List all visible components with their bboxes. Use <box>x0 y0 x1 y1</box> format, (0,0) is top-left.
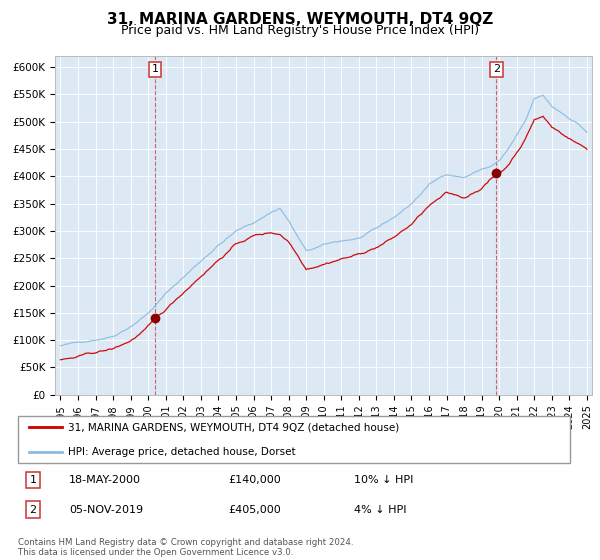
Text: HPI: Average price, detached house, Dorset: HPI: Average price, detached house, Dors… <box>68 447 296 457</box>
Text: 31, MARINA GARDENS, WEYMOUTH, DT4 9QZ: 31, MARINA GARDENS, WEYMOUTH, DT4 9QZ <box>107 12 493 27</box>
FancyBboxPatch shape <box>18 416 570 463</box>
Text: 4% ↓ HPI: 4% ↓ HPI <box>354 505 407 515</box>
Text: 10% ↓ HPI: 10% ↓ HPI <box>354 475 413 485</box>
Text: Price paid vs. HM Land Registry's House Price Index (HPI): Price paid vs. HM Land Registry's House … <box>121 24 479 37</box>
Text: 05-NOV-2019: 05-NOV-2019 <box>69 505 143 515</box>
Text: Contains HM Land Registry data © Crown copyright and database right 2024.
This d: Contains HM Land Registry data © Crown c… <box>18 538 353 557</box>
Text: 31, MARINA GARDENS, WEYMOUTH, DT4 9QZ (detached house): 31, MARINA GARDENS, WEYMOUTH, DT4 9QZ (d… <box>68 422 399 432</box>
Text: 2: 2 <box>493 64 500 74</box>
Text: £140,000: £140,000 <box>228 475 281 485</box>
Text: 18-MAY-2000: 18-MAY-2000 <box>69 475 141 485</box>
Text: 1: 1 <box>151 64 158 74</box>
Text: £405,000: £405,000 <box>228 505 281 515</box>
Text: 2: 2 <box>29 505 37 515</box>
Text: 1: 1 <box>29 475 37 485</box>
